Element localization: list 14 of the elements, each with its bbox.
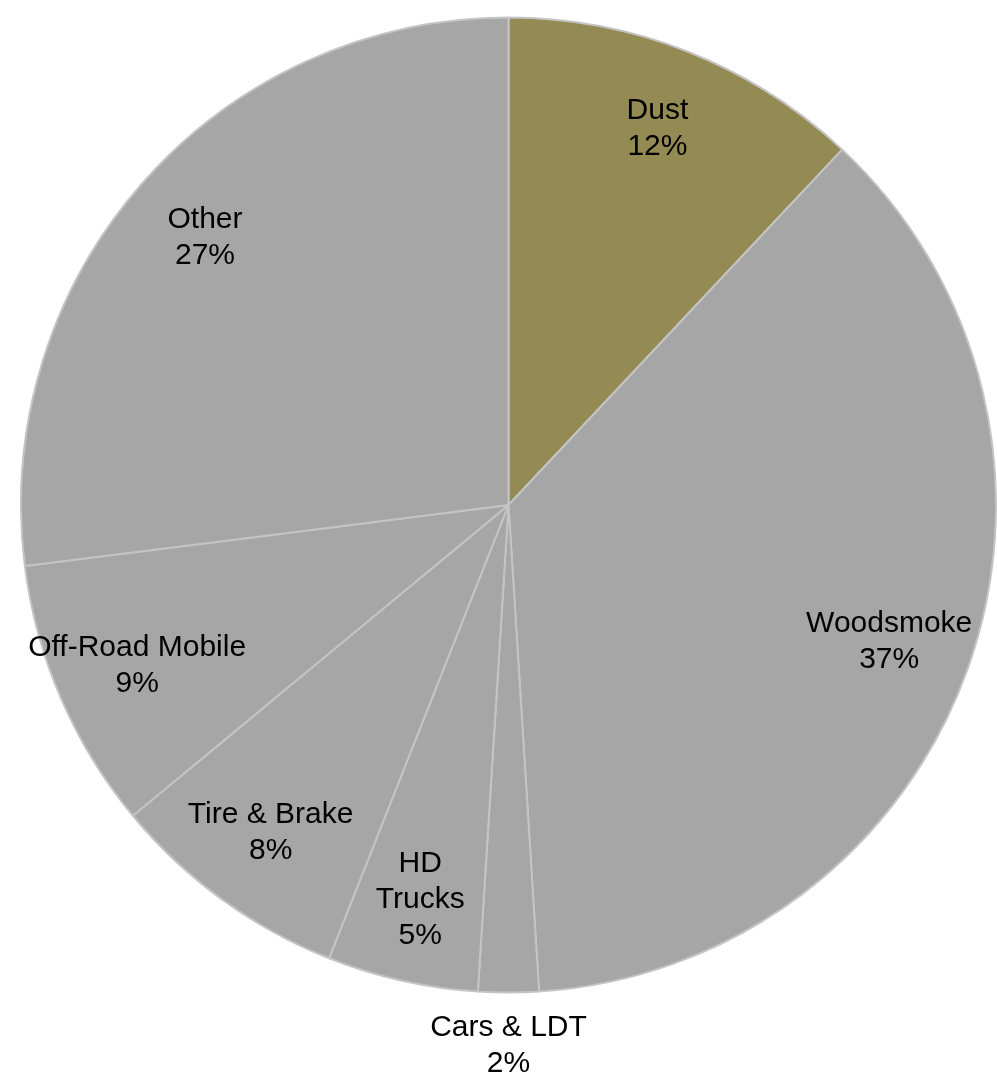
slice-label: Off-Road Mobile (28, 628, 247, 662)
data-label: 9% (115, 664, 159, 698)
slice-label: Woodsmoke (806, 605, 973, 639)
slice-label: Cars & LDT (430, 1009, 587, 1043)
data-label: 8% (248, 831, 293, 865)
slice-label: Other (167, 200, 243, 234)
data-label: 2% (486, 1045, 531, 1079)
data-label: 27% (174, 236, 236, 270)
slice-label: HD Trucks (375, 845, 465, 915)
data-label: 12% (627, 128, 688, 162)
data-label: 5% (398, 917, 442, 951)
slice-label: Tire & Brake (187, 795, 354, 829)
slice-label: Dust (626, 92, 689, 126)
data-label: 37% (859, 641, 920, 675)
